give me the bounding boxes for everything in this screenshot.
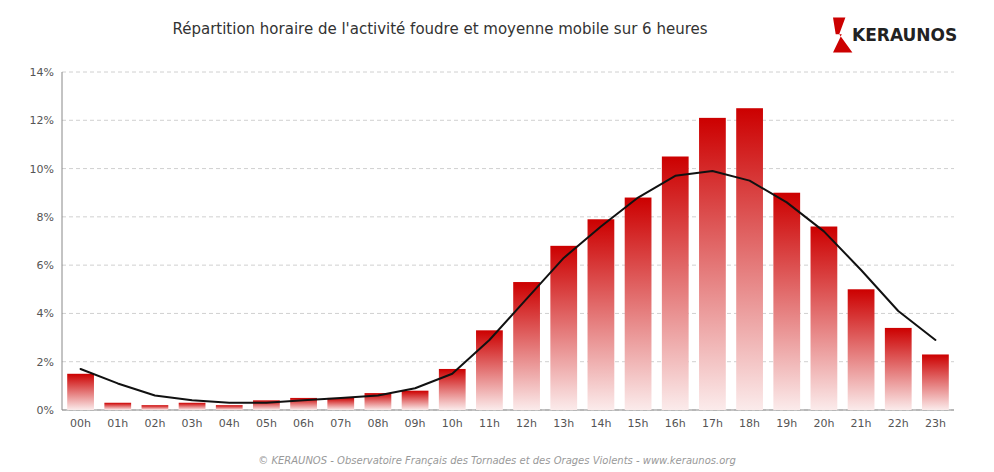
x-tick-label: 06h [293, 417, 314, 430]
bar [327, 398, 354, 410]
x-tick-label: 11h [479, 417, 500, 430]
chart: 0% 2% 4% 6% 8% 10% 12% 14% 00h 01h 02h 03h 04h 05h 06h… [0, 0, 994, 472]
y-axis-line [62, 72, 63, 410]
x-tick-label: 08h [367, 417, 388, 430]
x-tick-label: 23h [925, 417, 946, 430]
x-tick-label: 04h [219, 417, 240, 430]
x-tick-label: 22h [888, 417, 909, 430]
bar [922, 354, 949, 410]
x-tick-label: 10h [442, 417, 463, 430]
bar [811, 227, 838, 410]
marks [67, 108, 949, 410]
x-tick-label: 14h [590, 417, 611, 430]
bar [662, 157, 689, 411]
grid-line [62, 168, 954, 169]
y-tick-label: 12% [30, 114, 54, 127]
bar [885, 328, 912, 410]
y-tick-label: 14% [30, 66, 54, 79]
bar [439, 369, 466, 410]
x-tick-label: 00h [70, 417, 91, 430]
grid [62, 72, 954, 410]
x-tick-label: 01h [107, 417, 128, 430]
axes: 0% 2% 4% 6% 8% 10% 12% 14% 00h 01h 02h 03h 04h 05h 06h… [30, 66, 954, 430]
footer: © KERAUNOS - Observatoire Français des T… [258, 455, 736, 466]
y-tick-label: 2% [37, 356, 54, 369]
bar [104, 403, 131, 410]
y-tick-label: 8% [37, 211, 54, 224]
x-tick-label: 16h [665, 417, 686, 430]
x-tick-label: 17h [702, 417, 723, 430]
y-tick-label: 0% [37, 404, 54, 417]
bar [142, 405, 169, 410]
x-tick-label: 02h [144, 417, 165, 430]
bar [736, 108, 763, 410]
y-tick-label: 10% [30, 163, 54, 176]
bar [476, 330, 503, 410]
bar [588, 219, 615, 410]
x-tick-label: 07h [330, 417, 351, 430]
bar [550, 246, 577, 410]
bar [67, 374, 94, 410]
logo: KERAUNOS [833, 17, 957, 52]
grid-line [62, 216, 954, 217]
bar [625, 198, 652, 410]
logo-bolt [833, 17, 852, 52]
y-tick-label: 4% [37, 307, 54, 320]
title: Répartition horaire de l'activité foudre… [172, 20, 707, 38]
bar [402, 391, 429, 410]
grid-line [62, 120, 954, 121]
x-tick-label: 20h [813, 417, 834, 430]
bar [513, 282, 540, 410]
logo-text: KERAUNOS [852, 25, 957, 45]
bar [773, 193, 800, 410]
x-tick-label: 03h [182, 417, 203, 430]
bar [848, 289, 875, 410]
bar [216, 405, 243, 410]
x-tick-label: 18h [739, 417, 760, 430]
y-tick-label: 6% [37, 259, 54, 272]
grid-line [62, 72, 954, 73]
x-tick-label: 12h [516, 417, 537, 430]
bar [699, 118, 726, 410]
x-tick-label: 21h [851, 417, 872, 430]
x-tick-label: 05h [256, 417, 277, 430]
x-tick-label: 09h [405, 417, 426, 430]
x-tick-label: 13h [553, 417, 574, 430]
bar [179, 403, 206, 410]
line [81, 171, 936, 403]
x-tick-label: 15h [628, 417, 649, 430]
x-tick-label: 19h [776, 417, 797, 430]
